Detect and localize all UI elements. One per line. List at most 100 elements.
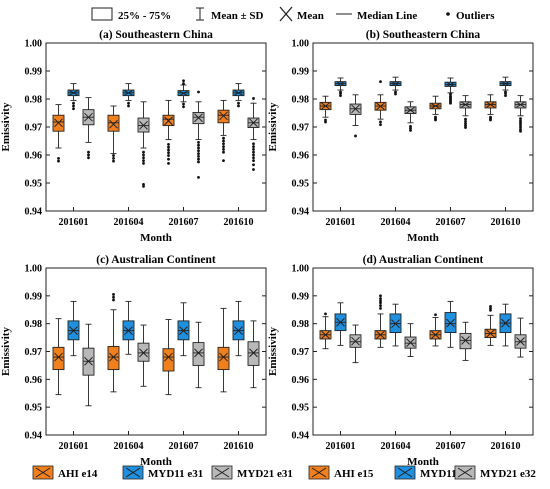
box-myd11 xyxy=(122,83,135,108)
outlier-point xyxy=(409,128,412,132)
outlier-point xyxy=(519,119,522,123)
outlier-point xyxy=(142,153,145,157)
legend-ahi-mean-mark-left-2 xyxy=(35,467,51,478)
chart-title: (a) Southeastern China xyxy=(99,29,213,41)
outlier-point xyxy=(222,148,225,151)
mean-marker xyxy=(516,101,525,108)
mean-marker xyxy=(54,118,63,128)
outlier-point xyxy=(222,145,225,149)
outlier-point xyxy=(379,306,382,310)
outlier-point xyxy=(197,143,200,147)
mean-marker xyxy=(446,318,455,328)
box-myd11 xyxy=(177,302,190,357)
x-tick-label: 201607 xyxy=(169,217,199,228)
outlier-point xyxy=(87,150,90,154)
mean-marker xyxy=(164,352,173,362)
iqr-box xyxy=(107,346,120,371)
mean-marker xyxy=(461,336,470,345)
mean-marker xyxy=(446,81,455,88)
y-tick-label: 0.97 xyxy=(25,347,43,358)
x-tick-label: 201607 xyxy=(436,441,466,452)
mean-marker xyxy=(391,319,400,329)
box-myd21 xyxy=(82,97,95,160)
chart-panel-1: (b) Southeastern China 0.94 0.95 0.96 0.97 0.… xyxy=(267,29,534,244)
outlier-point xyxy=(379,299,382,303)
y-tick-label: 0.96 xyxy=(25,151,43,162)
plot-frame xyxy=(45,42,267,212)
outlier-point xyxy=(57,156,60,160)
x-tick-label: 201607 xyxy=(436,217,466,228)
outlier-point xyxy=(379,297,382,301)
outlier-point xyxy=(167,162,170,165)
outlier-point xyxy=(222,142,225,146)
mean-marker xyxy=(164,116,173,126)
box-myd21 xyxy=(137,101,150,188)
mean-marker xyxy=(336,80,345,87)
y-tick-label: 0.95 xyxy=(25,403,43,414)
outlier-point xyxy=(182,79,185,83)
mean-marker xyxy=(69,90,78,96)
x-tick-label: 201610 xyxy=(491,217,521,228)
outlier-point xyxy=(112,159,115,163)
y-axis-label: Emissivity xyxy=(267,327,279,376)
mean-marker xyxy=(431,103,440,109)
outlier-point xyxy=(252,148,255,151)
box-myd21 xyxy=(192,90,205,179)
y-tick-label: 1.00 xyxy=(25,264,43,275)
panels: (a) Southeastern China 0.94 0.95 0.96 0.97 0.… xyxy=(0,29,534,468)
legend-mean-icon xyxy=(279,6,293,22)
outlier-point xyxy=(324,120,327,124)
outlier-point xyxy=(142,150,145,154)
outlier-point xyxy=(324,312,327,316)
outlier-point xyxy=(112,156,115,160)
plot-frame xyxy=(312,267,534,436)
outlier-point xyxy=(112,154,115,157)
outlier-point xyxy=(489,306,492,310)
box-myd11 xyxy=(444,77,457,105)
y-tick-label: 0.95 xyxy=(25,179,43,190)
box-myd21 xyxy=(514,95,527,133)
y-tick-label: 0.94 xyxy=(292,207,310,218)
outlier-point xyxy=(127,101,130,105)
box-ahi xyxy=(484,305,497,346)
box-ahi xyxy=(429,95,442,122)
y-tick-label: 1.00 xyxy=(292,39,310,50)
legend-top: 25% - 75% Mean ± SD Mean Median Line Out… xyxy=(91,6,495,22)
y-tick-label: 0.97 xyxy=(25,123,43,134)
legend-median-label: Median Line xyxy=(357,10,417,22)
legend-ahi-mean-mark-right-2 xyxy=(311,467,327,478)
box-myd21 xyxy=(459,95,472,129)
y-tick-label: 0.99 xyxy=(25,291,43,302)
mean-marker xyxy=(54,352,63,362)
mean-marker xyxy=(351,104,360,114)
box-myd21 xyxy=(514,317,527,358)
mean-marker xyxy=(486,329,495,338)
mean-marker xyxy=(351,336,360,346)
box-myd11 xyxy=(499,303,512,347)
x-axis-label: Month xyxy=(140,456,172,468)
box-ahi xyxy=(429,313,442,347)
outlier-point xyxy=(142,184,145,188)
x-tick-label: 201601 xyxy=(59,217,89,228)
y-tick-label: 0.95 xyxy=(292,179,310,190)
outlier-point xyxy=(252,156,255,160)
outlier-point xyxy=(434,313,437,317)
legend-box-swatch xyxy=(91,7,113,21)
x-tick-label: 201610 xyxy=(224,441,254,452)
outlier-point xyxy=(504,94,507,98)
outlier-point xyxy=(252,97,255,100)
outlier-point xyxy=(252,168,255,171)
y-tick-label: 0.94 xyxy=(292,431,310,442)
mean-marker xyxy=(376,330,385,339)
legend-outliers-label: Outliers xyxy=(456,10,495,22)
outlier-point xyxy=(167,157,170,161)
x-tick-label: 201601 xyxy=(59,441,89,452)
legend-sd-label: Mean ± SD xyxy=(211,10,264,22)
mean-marker xyxy=(249,348,258,358)
box-ahi xyxy=(107,293,120,393)
outlier-point xyxy=(182,82,185,85)
box-myd11 xyxy=(177,79,190,109)
outlier-point xyxy=(167,142,170,146)
y-tick-label: 0.96 xyxy=(292,375,310,386)
